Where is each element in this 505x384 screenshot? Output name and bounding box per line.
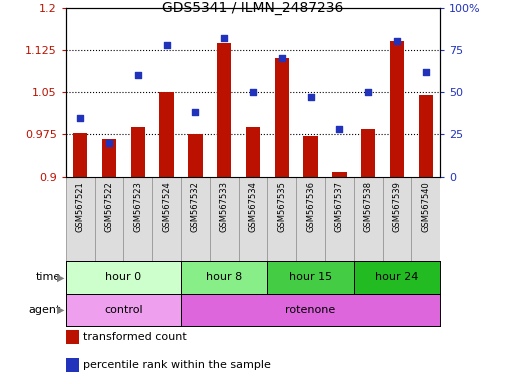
- Point: [335, 126, 343, 132]
- Point: [105, 140, 113, 146]
- Bar: [102, 139, 116, 177]
- Bar: [332, 172, 346, 177]
- Bar: [94, 177, 123, 261]
- Bar: [159, 92, 173, 177]
- Point: [76, 114, 84, 121]
- Point: [421, 69, 429, 75]
- Bar: [123, 177, 152, 261]
- Bar: [210, 177, 238, 261]
- Text: GDS5341 / ILMN_2487236: GDS5341 / ILMN_2487236: [162, 2, 343, 15]
- Text: percentile rank within the sample: percentile rank within the sample: [82, 360, 270, 370]
- Text: hour 0: hour 0: [105, 272, 141, 283]
- Point: [220, 35, 228, 41]
- Point: [191, 109, 199, 116]
- Bar: [353, 177, 382, 261]
- Bar: [130, 127, 145, 177]
- Text: ▶: ▶: [57, 272, 65, 283]
- Bar: [152, 177, 181, 261]
- Bar: [389, 41, 403, 177]
- Text: time: time: [35, 272, 61, 283]
- Text: GSM567536: GSM567536: [306, 181, 315, 232]
- Bar: [382, 177, 411, 261]
- Point: [133, 72, 141, 78]
- Text: GSM567540: GSM567540: [421, 181, 429, 232]
- Text: GSM567523: GSM567523: [133, 181, 142, 232]
- Bar: [66, 261, 181, 294]
- Bar: [66, 177, 94, 261]
- Point: [392, 38, 400, 45]
- Bar: [245, 127, 260, 177]
- Bar: [188, 134, 202, 177]
- Bar: [303, 136, 317, 177]
- Text: GSM567538: GSM567538: [363, 181, 372, 232]
- Text: GSM567535: GSM567535: [277, 181, 286, 232]
- Bar: [181, 177, 210, 261]
- Text: hour 8: hour 8: [206, 272, 242, 283]
- Text: GSM567539: GSM567539: [392, 181, 401, 232]
- Text: GSM567524: GSM567524: [162, 181, 171, 232]
- Text: GSM567534: GSM567534: [248, 181, 257, 232]
- Bar: [66, 330, 79, 344]
- Point: [248, 89, 257, 95]
- Bar: [267, 177, 295, 261]
- Text: agent: agent: [28, 305, 61, 315]
- Text: GSM567532: GSM567532: [190, 181, 199, 232]
- Text: GSM567522: GSM567522: [104, 181, 113, 232]
- Text: hour 15: hour 15: [288, 272, 331, 283]
- Text: GSM567533: GSM567533: [219, 181, 228, 232]
- Bar: [66, 358, 79, 372]
- Bar: [274, 58, 288, 177]
- Bar: [217, 43, 231, 177]
- Text: ▶: ▶: [57, 305, 65, 315]
- Bar: [181, 261, 267, 294]
- Text: GSM567521: GSM567521: [76, 181, 84, 232]
- Bar: [73, 133, 87, 177]
- Text: rotenone: rotenone: [285, 305, 335, 315]
- Text: transformed count: transformed count: [82, 333, 186, 343]
- Bar: [66, 294, 181, 326]
- Bar: [411, 177, 439, 261]
- Bar: [353, 261, 439, 294]
- Point: [306, 94, 314, 100]
- Bar: [418, 95, 432, 177]
- Text: GSM567537: GSM567537: [334, 181, 343, 232]
- Point: [162, 42, 170, 48]
- Text: control: control: [104, 305, 142, 315]
- Bar: [360, 129, 375, 177]
- Text: hour 24: hour 24: [375, 272, 418, 283]
- Point: [364, 89, 372, 95]
- Bar: [295, 177, 324, 261]
- Bar: [267, 261, 353, 294]
- Bar: [181, 294, 439, 326]
- Bar: [238, 177, 267, 261]
- Bar: [324, 177, 353, 261]
- Point: [277, 55, 285, 61]
